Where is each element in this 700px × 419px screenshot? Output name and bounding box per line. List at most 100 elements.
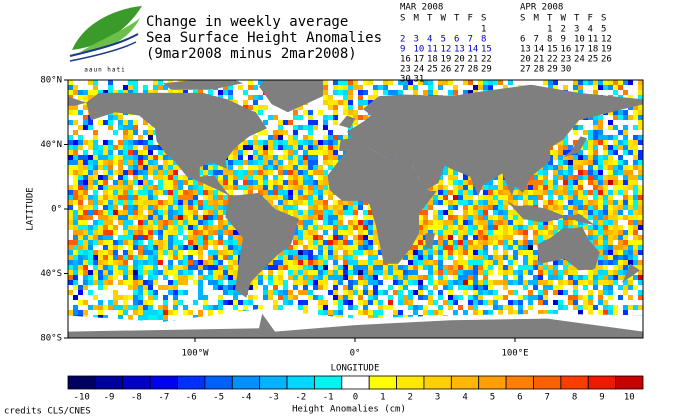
anomaly-cell — [78, 80, 83, 85]
anomaly-cell — [148, 245, 153, 250]
anomaly-cell — [93, 120, 98, 125]
anomaly-cell — [253, 290, 258, 295]
anomaly-cell — [198, 270, 203, 275]
anomaly-cell — [358, 205, 363, 210]
anomaly-cell — [618, 85, 623, 90]
anomaly-cell — [158, 250, 163, 255]
anomaly-cell — [203, 190, 208, 195]
anomaly-cell — [438, 265, 443, 270]
anomaly-cell — [208, 265, 213, 270]
anomaly-cell — [298, 220, 303, 225]
anomaly-cell — [458, 285, 463, 290]
anomaly-cell — [623, 135, 628, 140]
anomaly-cell — [573, 125, 578, 130]
anomaly-cell — [228, 85, 233, 90]
anomaly-cell — [593, 285, 598, 290]
anomaly-cell — [238, 165, 243, 170]
anomaly-cell — [503, 225, 508, 230]
anomaly-cell — [188, 280, 193, 285]
anomaly-cell — [533, 200, 538, 205]
anomaly-cell — [403, 260, 408, 265]
anomaly-cell — [333, 90, 338, 95]
anomaly-cell — [173, 180, 178, 185]
anomaly-cell — [453, 255, 458, 260]
anomaly-cell — [213, 210, 218, 215]
anomaly-cell — [638, 170, 643, 175]
anomaly-cell — [68, 90, 73, 95]
anomaly-cell — [163, 260, 168, 265]
anomaly-cell — [133, 130, 138, 135]
anomaly-cell — [88, 165, 93, 170]
anomaly-cell — [153, 140, 158, 145]
anomaly-cell — [618, 280, 623, 285]
anomaly-cell — [493, 250, 498, 255]
anomaly-cell — [468, 255, 473, 260]
anomaly-cell — [473, 195, 478, 200]
anomaly-cell — [493, 230, 498, 235]
anomaly-cell — [578, 150, 583, 155]
anomaly-cell — [183, 195, 188, 200]
anomaly-cell — [193, 215, 198, 220]
anomaly-cell — [468, 250, 473, 255]
anomaly-cell — [358, 260, 363, 265]
anomaly-cell — [263, 95, 268, 100]
anomaly-cell — [408, 85, 413, 90]
anomaly-cell — [593, 160, 598, 165]
anomaly-cell — [338, 265, 343, 270]
anomaly-cell — [593, 150, 598, 155]
anomaly-cell — [558, 180, 563, 185]
anomaly-cell — [638, 120, 643, 125]
anomaly-cell — [458, 85, 463, 90]
anomaly-cell — [508, 280, 513, 285]
anomaly-cell — [253, 155, 258, 160]
anomaly-cell — [258, 135, 263, 140]
anomaly-cell — [133, 250, 138, 255]
anomaly-cell — [623, 220, 628, 225]
anomaly-cell — [633, 170, 638, 175]
anomaly-cell — [233, 295, 238, 300]
anomaly-cell — [598, 260, 603, 265]
anomaly-cell — [618, 135, 623, 140]
anomaly-cell — [413, 275, 418, 280]
anomaly-cell — [128, 170, 133, 175]
anomaly-cell — [118, 220, 123, 225]
anomaly-cell — [428, 280, 433, 285]
anomaly-cell — [143, 85, 148, 90]
anomaly-cell — [83, 265, 88, 270]
anomaly-cell — [138, 285, 143, 290]
anomaly-cell — [278, 265, 283, 270]
anomaly-cell — [253, 190, 258, 195]
anomaly-cell — [123, 235, 128, 240]
anomaly-cell — [513, 245, 518, 250]
anomaly-cell — [553, 205, 558, 210]
anomaly-cell — [628, 155, 633, 160]
anomaly-cell — [83, 280, 88, 285]
anomaly-cell — [103, 280, 108, 285]
anomaly-cell — [598, 115, 603, 120]
anomaly-cell — [268, 160, 273, 165]
anomaly-cell — [523, 190, 528, 195]
anomaly-cell — [588, 230, 593, 235]
anomaly-cell — [338, 150, 343, 155]
anomaly-cell — [268, 265, 273, 270]
anomaly-cell — [443, 205, 448, 210]
anomaly-cell — [378, 265, 383, 270]
anomaly-cell — [353, 275, 358, 280]
anomaly-cell — [218, 295, 223, 300]
anomaly-cell — [503, 275, 508, 280]
anomaly-cell — [168, 205, 173, 210]
anomaly-cell — [123, 85, 128, 90]
anomaly-cell — [603, 245, 608, 250]
anomaly-cell — [348, 95, 353, 100]
anomaly-cell — [208, 90, 213, 95]
anomaly-cell — [423, 285, 428, 290]
anomaly-cell — [118, 290, 123, 295]
anomaly-cell — [513, 190, 518, 195]
anomaly-cell — [378, 285, 383, 290]
anomaly-cell — [498, 275, 503, 280]
anomaly-cell — [223, 280, 228, 285]
anomaly-cell — [258, 175, 263, 180]
anomaly-cell — [108, 120, 113, 125]
anomaly-cell — [503, 270, 508, 275]
anomaly-cell — [183, 255, 188, 260]
